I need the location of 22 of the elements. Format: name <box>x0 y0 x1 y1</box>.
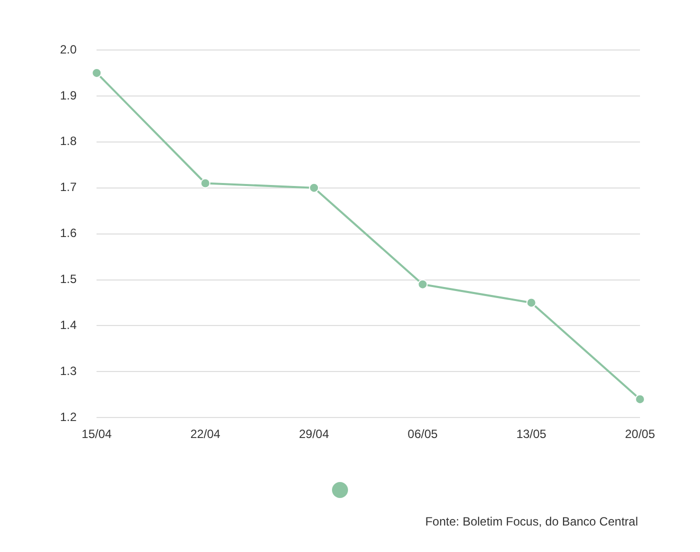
x-tick-label: 29/04 <box>298 427 330 442</box>
point <box>92 68 102 78</box>
x-tick-label: 20/05 <box>624 427 656 442</box>
x-tick-label: 13/05 <box>516 427 547 442</box>
y-tick-label: 1.3 <box>60 364 77 378</box>
y-tick-label: 1.2 <box>60 410 77 424</box>
y-tick-label: 1.7 <box>60 180 77 194</box>
x-tick-label: 15/04 <box>82 427 112 442</box>
point <box>200 178 210 188</box>
y-tick-label: 1.8 <box>60 134 77 148</box>
x-tick-label: 22/04 <box>190 427 221 442</box>
y-tick-label: 1.4 <box>60 318 77 332</box>
y-tick-label: 1.5 <box>60 272 77 286</box>
y-tick-label: 2.0 <box>60 42 77 56</box>
source-note: Fonte: Boletim Focus, do Banco Central <box>425 514 638 528</box>
point <box>418 279 428 290</box>
y-tick-label: 1.6 <box>60 226 77 240</box>
point <box>635 394 645 404</box>
point <box>526 298 536 308</box>
y-tick-label: 1.9 <box>60 88 77 102</box>
x-tick-label: 06/05 <box>408 427 438 442</box>
point <box>309 182 320 193</box>
